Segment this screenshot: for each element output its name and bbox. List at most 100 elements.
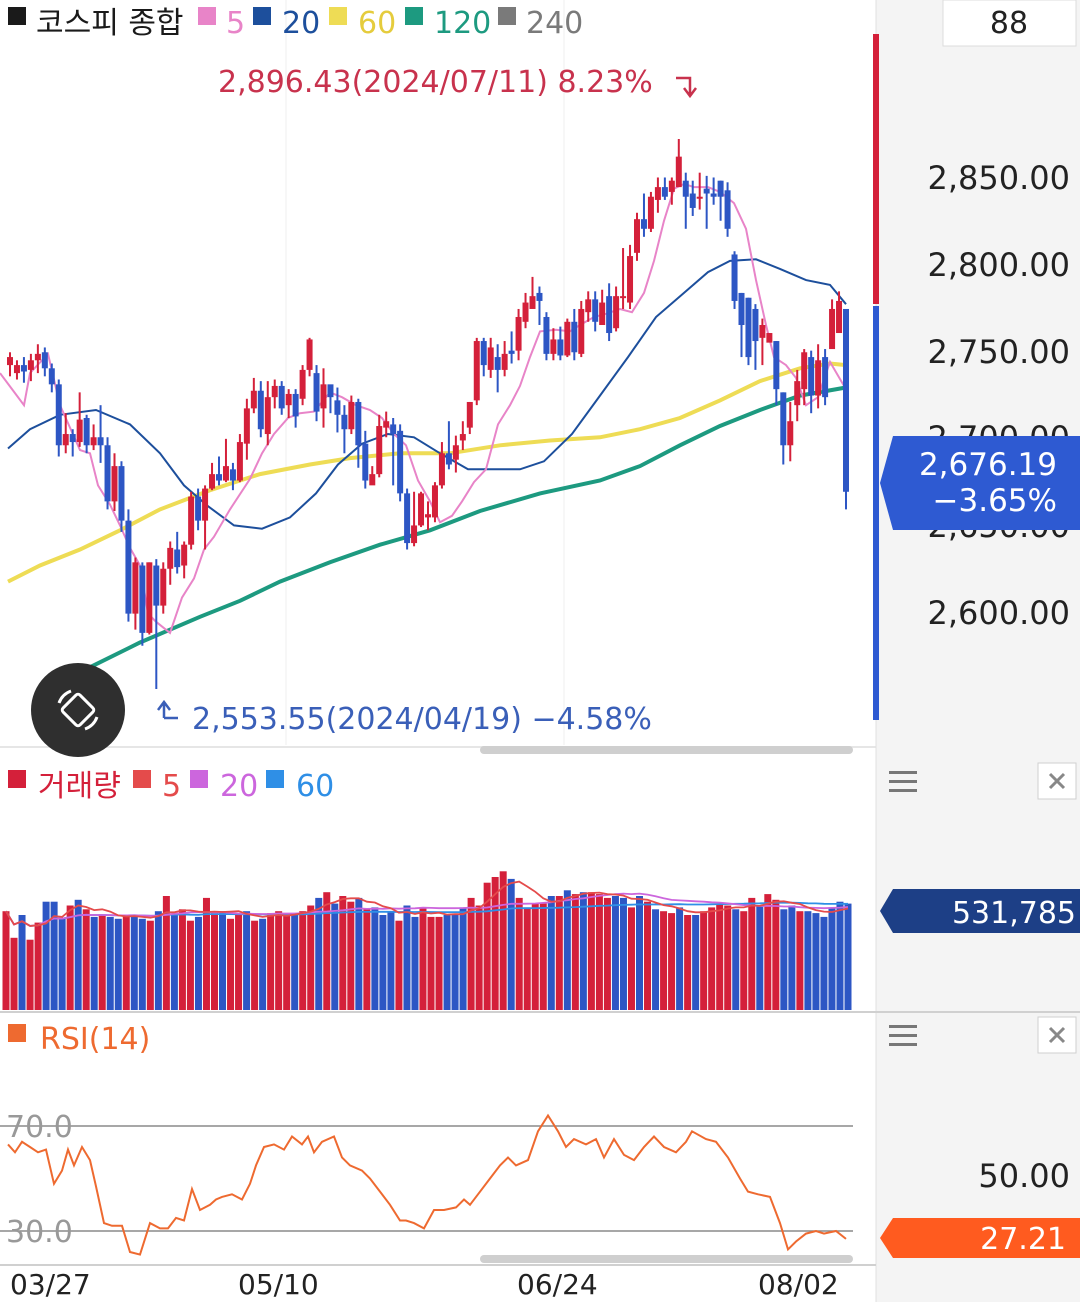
volume-bar [267,913,275,1010]
volume-bar [146,920,154,1010]
volume-bar [619,897,627,1010]
volume-value-tag: 531,785 [880,889,1080,933]
volume-bar [724,905,732,1010]
volume-bar [603,897,611,1010]
volume-bar [427,916,435,1010]
y-tick-2750: 2,750.00 [928,333,1071,371]
rsi-y-tick: 50.00 [978,1157,1070,1195]
y-tick-2600: 2,600.00 [928,594,1071,632]
candle [264,381,271,446]
volume-bar [154,911,162,1010]
volume-bar [347,901,355,1010]
x-axis: 03/27 05/10 06/24 08/02 [10,1268,839,1301]
candle [522,292,529,329]
candle [348,395,355,435]
volume-bar [339,896,347,1010]
candle [620,248,627,309]
volume-bar [491,877,499,1010]
horizontal-scrollbar[interactable] [480,746,853,754]
volume-bar [844,903,852,1010]
volume-bar [186,920,194,1010]
candle [480,337,487,377]
candle [55,379,62,457]
volume-bar [571,894,579,1010]
volume-bar [459,907,467,1010]
candle [487,337,494,378]
candle [355,398,362,468]
volume-bar [235,915,243,1010]
candle [397,424,404,502]
volume-bar [178,909,186,1010]
volume-bar [836,901,844,1010]
y-tick-2800: 2,800.00 [928,246,1071,284]
rotate-screen-button[interactable] [31,663,125,757]
rsi-close-icon[interactable] [1037,1016,1077,1054]
volume-bar [58,918,66,1010]
candle [69,429,76,457]
rsi-scrollbar[interactable] [480,1255,853,1263]
candle [745,297,752,366]
volume-menu-icon[interactable] [889,771,917,792]
rsi-current-value: 27.21 [980,1222,1066,1257]
candle [125,509,132,622]
volume-bar [684,915,692,1010]
volume-bar [411,916,419,1010]
candle [529,276,536,309]
volume-bar [251,920,259,1010]
candle [118,461,125,532]
candle [515,308,522,361]
volume-bar [732,909,740,1010]
candle [146,562,153,635]
ma60-label: 60 [358,6,396,41]
volume-panel-title: 거래량 [38,769,121,804]
volume-bar [499,871,507,1010]
volume-legend: 거래량 5 20 60 [8,769,334,804]
candle [585,291,592,322]
candle [808,350,815,414]
candle [459,421,466,451]
volume-bar [331,903,339,1010]
rsi-menu-icon[interactable] [889,1025,917,1046]
candle [717,180,724,221]
candle [181,541,188,579]
volume-bar [507,878,515,1010]
period-value: 88 [990,6,1028,41]
candle [139,562,146,646]
period-box[interactable] [942,0,1077,47]
candle [76,392,83,447]
candle [543,312,550,361]
candle [243,398,250,460]
ma120-line [87,385,847,670]
ma240-label: 240 [526,6,583,41]
candle [438,442,445,489]
low-annotation: 2,553.55(2024/04/19) −4.58% [192,702,652,737]
volume-bar [708,907,716,1010]
volume-bar [259,918,267,1010]
volume-bar [700,911,708,1010]
volume-bar [371,907,379,1010]
candle [836,291,843,334]
volume-ma5-line [5,880,849,927]
current-change: −3.65% [933,483,1057,519]
candle [508,331,515,364]
candle [452,435,459,473]
candle [425,501,431,531]
volume-bar [668,913,676,1010]
volume-close-icon[interactable] [1037,762,1077,800]
candle [613,286,620,332]
rsi-level-70: 70.0 [6,1110,73,1145]
candle [341,405,348,454]
candle [306,337,313,377]
candle [174,531,181,574]
volume-bar [106,916,114,1010]
volume-bar [10,937,18,1010]
rsi-panel [0,1113,876,1266]
candle [216,456,222,486]
volume-bar [644,901,652,1010]
candle [773,341,780,406]
volume-bar [202,897,210,1010]
price-range-bar-down [873,306,879,720]
candle [41,347,48,377]
volume-bar [676,907,684,1010]
